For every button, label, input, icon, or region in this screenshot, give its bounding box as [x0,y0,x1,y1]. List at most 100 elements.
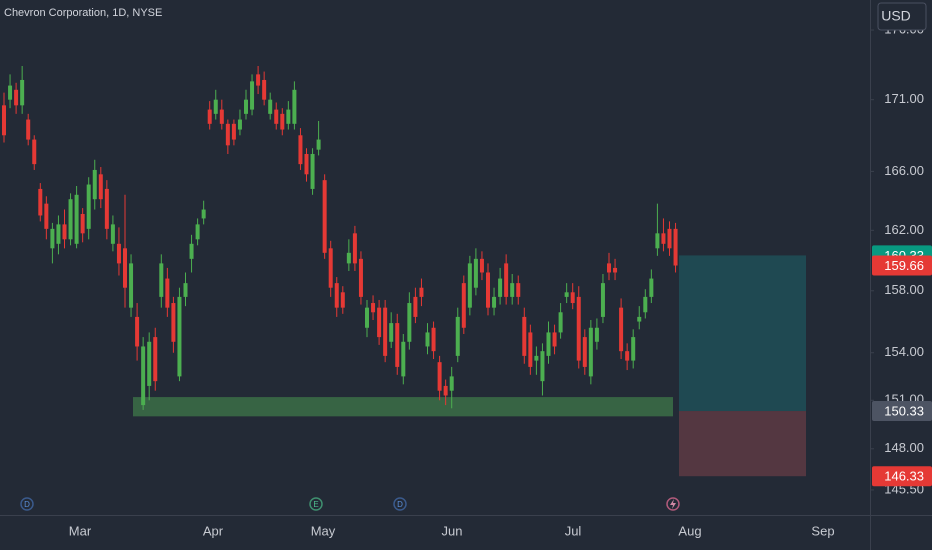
event-label: D [24,500,30,509]
candle-body [135,316,140,347]
candle-body [153,337,158,382]
candle-body [673,228,678,266]
candle-body [504,263,509,297]
candle-body [50,228,55,249]
candle-body [358,258,363,297]
candle-body [667,228,672,249]
candle-body [262,79,267,100]
candle-body [68,199,73,240]
event-label: E [313,500,318,509]
candle-body [104,188,109,229]
candle-body [600,283,605,317]
candle-body [116,243,121,264]
candle-body [534,355,539,361]
candle-body [38,188,43,216]
candle-body [510,283,515,297]
x-tick-label: May [311,523,336,538]
candle-body [171,303,176,342]
candle-body [619,307,624,352]
event-label: D [397,500,403,509]
candle-body [528,332,533,367]
x-tick-label: Mar [69,523,92,538]
y-tick-label: 171.00 [884,91,924,106]
candle-body [14,89,19,106]
candle-body [431,327,436,352]
candle-body [365,307,369,328]
candle-body [62,224,67,240]
candle-body [268,99,273,114]
candle-body [2,105,6,136]
candle-body [141,346,146,406]
candle-body [588,327,593,377]
candle-body [250,81,255,110]
candle-body [383,307,388,356]
event-marker[interactable] [393,497,407,511]
currency-button[interactable] [877,2,927,31]
candle-body [564,292,569,297]
candle-body [594,327,599,342]
candle-body [304,153,309,175]
candle-body [552,332,557,347]
candle-body [352,233,357,264]
candle-body [467,263,472,308]
last-price-label: 159.66 [884,258,924,273]
candle-body [498,278,503,297]
candle-body [322,180,327,253]
candle-body [159,263,164,297]
entry-price-label: 150.33 [884,403,924,418]
candle-body [195,224,200,240]
candle-body [80,213,85,234]
candle-body [286,109,291,124]
candle-body [492,296,497,308]
candle-body [316,139,321,150]
candle-body [274,109,279,124]
candle-body [183,283,188,297]
candle-body [20,79,25,106]
candle-body [570,292,575,304]
stop-price-label-box [872,466,932,487]
candle-body [92,169,97,200]
candle-body [613,267,618,273]
candle-body [437,362,442,391]
candle-body [280,113,285,130]
candle-body [473,258,478,288]
candle-body [8,85,13,100]
candle-body [110,224,115,244]
y-tick-label: 154.00 [884,344,924,359]
candle-body [407,303,412,342]
candle-body [310,153,315,189]
candle-body [649,278,654,297]
candle-body [98,174,103,200]
candle-body [44,203,49,229]
y-tick-label: 148.00 [884,440,924,455]
candle-body [401,341,406,377]
last-price-label-box [872,255,932,276]
x-tick-label: Aug [678,523,701,538]
candle-body [377,307,382,338]
event-marker[interactable] [20,497,34,511]
candle-body [576,296,581,361]
candle-body [74,194,79,244]
candle-body [643,296,648,313]
candle-body [328,248,333,288]
x-tick-label: Sep [811,523,834,538]
candle-body [655,233,660,249]
candle-body [189,243,194,259]
y-tick-label: 158.00 [884,282,924,297]
candle-body [637,316,642,322]
candle-body [340,292,345,308]
loss-zone [679,411,806,477]
candle-body [546,332,551,356]
candle-body [558,312,563,333]
event-marker[interactable] [309,497,323,511]
chart-title: Chevron Corporation, 1D, NYSE [4,7,162,19]
candle-body [540,351,545,382]
x-tick-label: Jun [442,523,463,538]
candle-body [231,123,236,140]
candle-body [389,323,394,342]
candle-body [219,109,224,124]
candle-body [425,332,430,347]
candle-body [443,385,448,396]
y-tick-label: 162.00 [884,222,924,237]
